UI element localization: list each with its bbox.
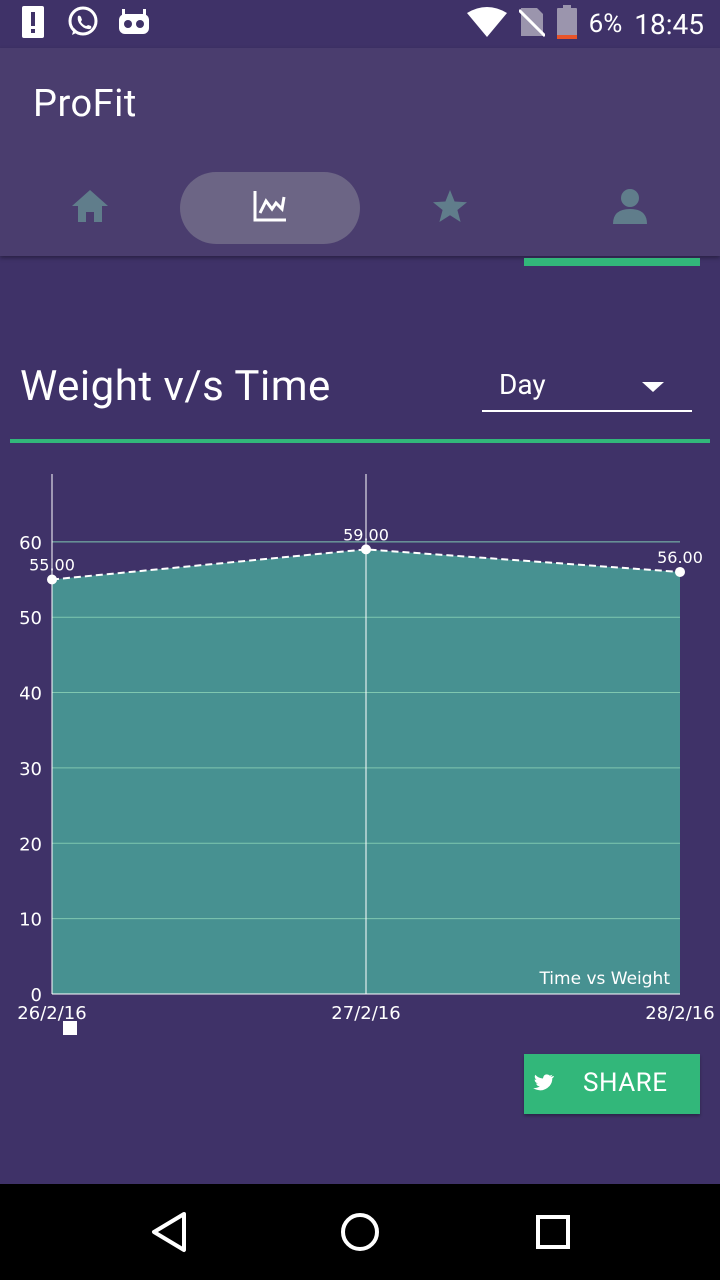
recents-button[interactable] xyxy=(528,1208,576,1256)
legend-marker xyxy=(63,1021,77,1035)
back-button[interactable] xyxy=(146,1208,194,1256)
app-bar: ProFit xyxy=(0,48,720,256)
chart-icon xyxy=(252,189,288,227)
twitter-icon xyxy=(532,1073,555,1097)
alert-icon xyxy=(22,6,48,42)
star-icon xyxy=(432,189,468,227)
back-icon xyxy=(146,1212,194,1260)
share-button[interactable]: SHARE xyxy=(524,1054,700,1114)
tab-bar xyxy=(0,172,720,244)
battery-percent: 6% xyxy=(588,9,623,39)
legend-label: Time vs Weight xyxy=(538,969,670,989)
x-tick-label: 27/2/16 xyxy=(331,1003,400,1024)
share-label: SHARE xyxy=(583,1068,668,1098)
section-title: Weight v/s Time xyxy=(20,362,331,411)
chevron-down-icon xyxy=(642,382,664,392)
clock: 18:45 xyxy=(634,7,704,41)
data-point xyxy=(361,544,371,555)
data-value-label: 55.00 xyxy=(29,556,75,575)
data-value-label: 59.00 xyxy=(343,525,389,544)
data-point xyxy=(675,566,685,577)
wifi-icon xyxy=(466,7,507,41)
series-line xyxy=(51,548,681,581)
app-title: ProFit xyxy=(33,82,137,126)
home-button[interactable] xyxy=(336,1208,384,1256)
status-bar: 6% 18:45 xyxy=(0,0,720,48)
home-circle-icon xyxy=(336,1213,384,1260)
data-point xyxy=(47,574,57,585)
tab-favorites[interactable] xyxy=(360,172,540,244)
whatsapp-icon xyxy=(66,5,100,43)
y-tick-label: 50 xyxy=(19,608,42,629)
tab-profile[interactable] xyxy=(540,172,720,244)
data-value-label: 56.00 xyxy=(657,548,703,567)
tab-indicator-strip xyxy=(524,258,700,266)
dropdown-value: Day xyxy=(499,368,546,401)
tab-home[interactable] xyxy=(0,172,180,244)
x-tick-label: 28/2/16 xyxy=(645,1003,714,1024)
profile-icon xyxy=(612,188,648,228)
x-tick-label: 26/2/16 xyxy=(17,1003,86,1024)
no-sim-icon xyxy=(517,6,546,42)
y-tick-label: 30 xyxy=(19,759,42,780)
y-tick-label: 20 xyxy=(19,834,42,855)
y-tick-label: 10 xyxy=(19,910,42,931)
home-icon xyxy=(70,188,110,228)
y-tick-label: 40 xyxy=(19,684,42,705)
battery-icon xyxy=(556,5,577,43)
tab-progress[interactable] xyxy=(180,172,360,244)
weight-chart: 0 10 20 30 40 50 60 55.00 59.00 56.00 26/2/16 27/2/… xyxy=(17,474,715,1035)
period-dropdown[interactable]: Day xyxy=(482,364,692,412)
android-debug-icon xyxy=(118,9,150,39)
section-divider xyxy=(10,439,710,443)
system-nav-bar xyxy=(0,1184,720,1280)
y-tick-label: 60 xyxy=(19,533,42,554)
recents-icon xyxy=(528,1215,576,1260)
y-tick-label: 0 xyxy=(31,985,42,1006)
